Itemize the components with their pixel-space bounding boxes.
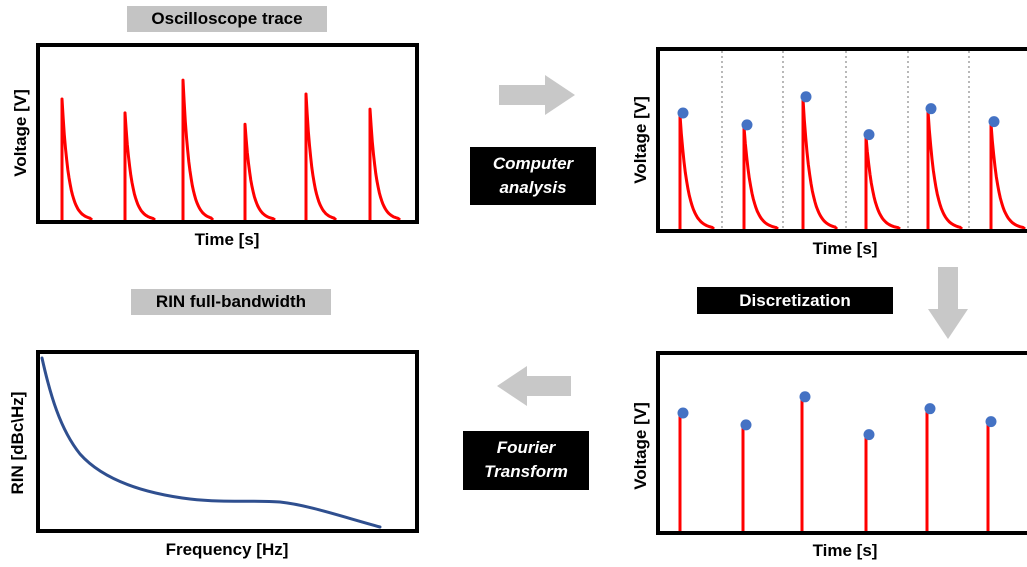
fourier-line1: Fourier (496, 438, 556, 457)
oscilloscope-pulse (368, 107, 401, 220)
fourier-line2: Transform (484, 462, 568, 481)
oscilloscope-pulse (243, 122, 276, 220)
oscilloscope-x-axis-label: Time [s] (194, 230, 260, 249)
discretization-label: Discretization (697, 287, 893, 314)
peak-marker (800, 91, 812, 103)
oscilloscope-panel (36, 43, 419, 224)
oscilloscope-pulse (60, 97, 94, 220)
computer-analysis-line1: Computer (492, 154, 574, 173)
computer-analysis-label: Computer analysis (470, 147, 596, 205)
discrete-sample-marker (740, 419, 752, 431)
peak-marker (988, 116, 1000, 128)
peak-marker (925, 103, 937, 115)
rin-y-axis-label: RIN [dBc\Hz] (8, 391, 27, 495)
oscilloscope-plot (60, 78, 401, 220)
rin-curve (40, 356, 382, 529)
analysis-plot (677, 51, 1026, 229)
oscilloscope-pulse (304, 92, 338, 220)
peak-marker (677, 107, 689, 119)
analysis-x-axis-label: Time [s] (812, 239, 878, 258)
oscilloscope-pulse (181, 78, 215, 220)
oscilloscope-y-axis-label: Voltage [V] (11, 89, 30, 177)
analysis-pulse (742, 125, 779, 229)
discrete-sample-marker (985, 416, 997, 428)
discretization-y-axis-label: Voltage [V] (631, 402, 650, 490)
discretization-panel (656, 351, 1027, 535)
computer-analysis-line2: analysis (499, 178, 567, 197)
discretization-x-axis-label: Time [s] (812, 541, 878, 560)
rin-full-bandwidth-title: RIN full-bandwidth (131, 289, 331, 315)
analysis-panel (656, 47, 1027, 233)
discrete-sample-marker (863, 429, 875, 441)
oscilloscope-trace-title: Oscilloscope trace (127, 6, 327, 32)
analysis-y-axis-label: Voltage [V] (631, 96, 650, 184)
analysis-pulse (926, 109, 964, 229)
discrete-sample-marker (924, 403, 936, 415)
rin-panel (36, 350, 419, 533)
analysis-pulse (801, 97, 839, 229)
rin-plot (40, 356, 382, 529)
rin-x-axis-label: Frequency [Hz] (165, 540, 289, 559)
arrow-left-icon (497, 366, 571, 406)
fourier-transform-label: Fourier Transform (463, 431, 589, 490)
discrete-sample-marker (799, 391, 811, 403)
discretization-plot (677, 391, 997, 531)
discrete-sample-marker (677, 407, 689, 419)
arrow-down-icon (928, 267, 968, 339)
peak-marker (863, 129, 875, 141)
oscilloscope-pulse (123, 111, 156, 220)
analysis-pulse (678, 113, 715, 229)
peak-marker (741, 119, 753, 131)
analysis-pulse (864, 135, 901, 229)
analysis-pulse (989, 122, 1026, 229)
arrow-right-icon (499, 75, 575, 115)
